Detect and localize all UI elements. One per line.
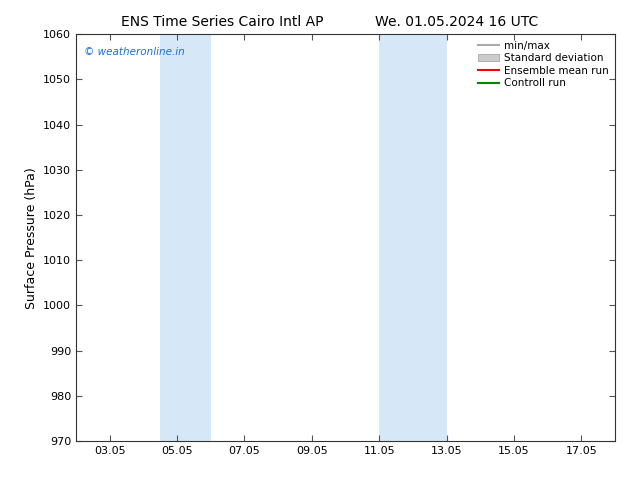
Text: We. 01.05.2024 16 UTC: We. 01.05.2024 16 UTC bbox=[375, 15, 538, 29]
Bar bbox=[160, 34, 210, 441]
Legend: min/max, Standard deviation, Ensemble mean run, Controll run: min/max, Standard deviation, Ensemble me… bbox=[475, 37, 612, 92]
Y-axis label: Surface Pressure (hPa): Surface Pressure (hPa) bbox=[25, 167, 37, 309]
Text: © weatheronline.in: © weatheronline.in bbox=[84, 47, 185, 56]
Bar bbox=[379, 34, 446, 441]
Text: ENS Time Series Cairo Intl AP: ENS Time Series Cairo Intl AP bbox=[120, 15, 323, 29]
